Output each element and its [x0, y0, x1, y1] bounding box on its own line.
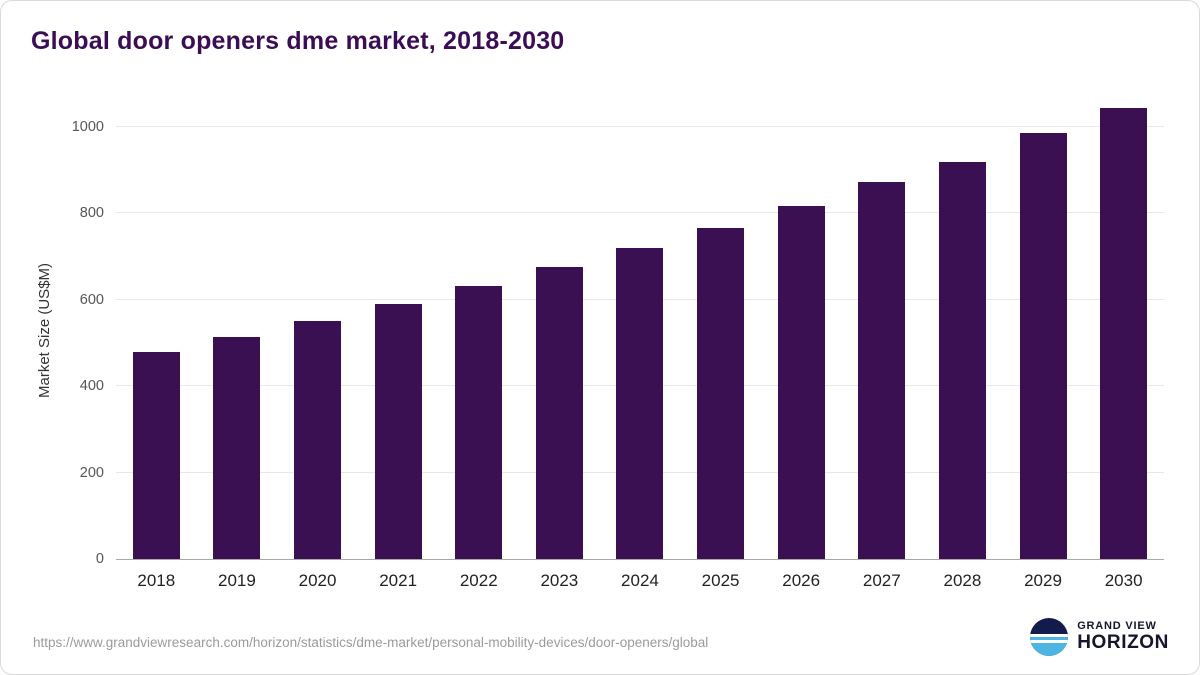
logo-wordmark: GRAND VIEW HORIZON	[1077, 620, 1169, 654]
bar-2026	[777, 205, 825, 559]
bar-slot	[922, 101, 1003, 559]
x-tick-label: 2021	[379, 571, 418, 590]
x-tick-label: 2018	[137, 571, 176, 590]
y-tick-label: 800	[79, 205, 104, 222]
logo-line1: GRAND VIEW	[1077, 619, 1157, 632]
plot-area: 0 200 400 600 800 1000	[72, 101, 1164, 567]
bar-slot	[197, 101, 278, 559]
logo-line2: HORIZON	[1077, 632, 1169, 654]
y-tick-label: 0	[95, 551, 104, 567]
y-tick-label: 200	[79, 464, 104, 481]
bar-slot	[277, 101, 358, 559]
x-tick-label: 2020	[298, 571, 337, 590]
x-tick-label: 2025	[701, 571, 740, 590]
bar-2027	[858, 182, 906, 559]
bar-2029	[1019, 133, 1067, 559]
gridline	[116, 212, 1164, 214]
bar-slot	[1003, 101, 1084, 559]
x-axis-labels: 2018 2019 2020 2021 2022 2023 2024 2025 2026 2027…	[116, 571, 1164, 591]
bar-2030	[1100, 108, 1148, 559]
bar-2024	[616, 247, 664, 559]
x-tick-label: 2019	[218, 571, 256, 590]
chart-title: Global door openers dme market, 2018-203…	[31, 27, 565, 55]
bars-container	[116, 101, 1164, 559]
bar-slot	[519, 101, 600, 559]
bar-2019	[213, 337, 261, 559]
source-url: https://www.grandviewresearch.com/horizo…	[33, 635, 709, 650]
bar-2023	[535, 267, 583, 559]
x-tick-label: 2024	[621, 571, 659, 590]
y-tick-label: 600	[79, 291, 104, 308]
bar-slot	[1083, 101, 1164, 559]
bar-slot	[600, 101, 681, 559]
bar-2025	[697, 227, 745, 559]
bar-slot	[761, 101, 842, 559]
bar-chart: Market Size (US$M) 0 200 400 600 800 1000 201…	[36, 101, 1164, 591]
gridline	[116, 125, 1164, 127]
bar-2028	[938, 161, 986, 559]
y-tick-label: 1000	[71, 118, 104, 135]
bar-slot	[438, 101, 519, 559]
bar-2020	[294, 321, 342, 559]
x-tick-label: 2026	[782, 571, 821, 590]
bar-2018	[132, 352, 180, 559]
bar-2022	[455, 286, 503, 559]
x-tick-label: 2028	[943, 571, 982, 590]
horizon-sun-over-water-icon	[1030, 618, 1069, 656]
bar-slot	[358, 101, 439, 559]
y-axis-title: Market Size (US$M)	[36, 262, 53, 398]
x-tick-label: 2027	[862, 571, 901, 590]
bar-slot	[841, 101, 922, 559]
bar-slot	[680, 101, 761, 559]
bar-slot	[116, 101, 197, 559]
bar-2021	[374, 304, 422, 559]
x-tick-label: 2030	[1104, 571, 1143, 590]
x-tick-label: 2023	[540, 571, 579, 590]
x-tick-label: 2022	[459, 571, 498, 590]
y-tick-label: 400	[79, 378, 104, 395]
x-tick-label: 2029	[1024, 571, 1062, 590]
grand-view-horizon-logo: GRAND VIEW HORIZON	[1030, 618, 1169, 656]
